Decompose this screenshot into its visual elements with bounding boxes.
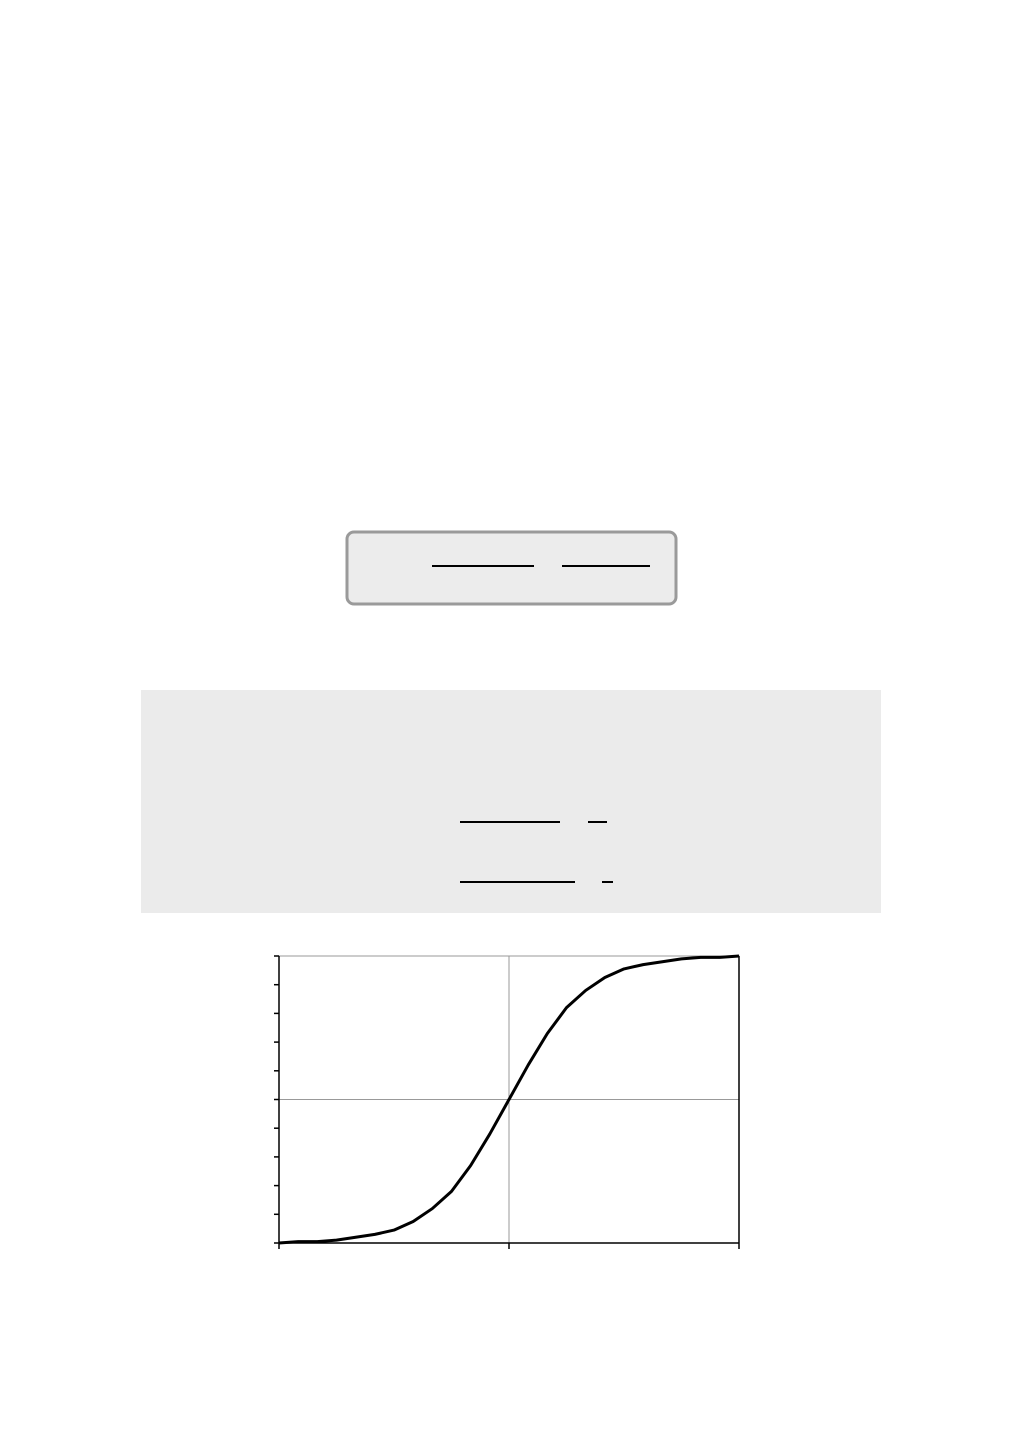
chart bbox=[274, 954, 740, 1249]
curve bbox=[278, 954, 740, 1245]
formula-box bbox=[345, 530, 678, 606]
shaded-panel bbox=[141, 690, 881, 913]
